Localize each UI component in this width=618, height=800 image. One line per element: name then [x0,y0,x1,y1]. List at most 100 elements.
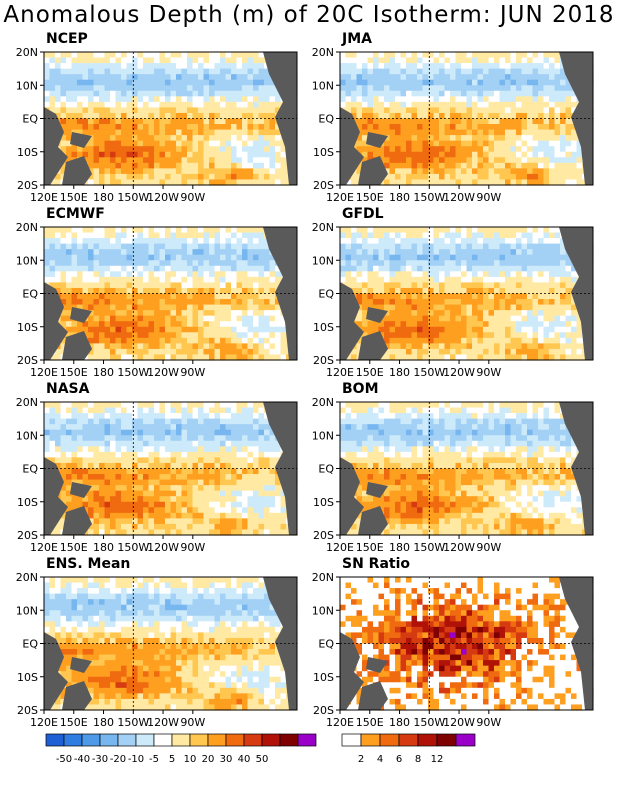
lat-tick-label: 10N [312,79,334,92]
lat-tick-label: 10S [17,146,38,159]
colorbar-swatch [153,733,173,747]
lat-tick-label: 20S [313,529,334,542]
colorbar-label: 8 [415,754,421,765]
lon-tick-label: 180 [93,716,114,729]
lon-tick-label: 150E [60,541,88,554]
lat-tick-label: EQ [318,288,334,301]
lon-tick-label: 120E [326,366,354,379]
map-panel-gfdl: 20N 10N EQ 10S 20S 120E 150E 180 150W 120W 90W GFDL [296,206,594,395]
lon-tick-label: 150W [117,541,149,554]
colorbar-label: -40 [74,754,90,765]
lon-tick-label: 120E [30,366,58,379]
lon-tick-label: 120W [147,541,179,554]
lat-tick-label: 10S [313,671,334,684]
lat-tick-label: 20N [312,396,334,409]
lat-tick-label: 10S [313,496,334,509]
colorbar-swatch [436,733,457,747]
lon-tick-label: 90W [476,541,501,554]
lon-tick-label: 150E [60,191,88,204]
colorbar-swatch [117,733,137,747]
map-panel-ecmwf: 20N 10N EQ 10S 20S 120E 150E 180 150W 120W 90W ECMW… [0,206,298,395]
lat-tick-label: 10N [16,429,38,442]
lat-tick-label: 10S [313,321,334,334]
lat-tick-label: EQ [318,638,334,651]
lon-tick-label: 120W [443,716,475,729]
colorbar-swatch [455,733,476,747]
figure-title: Anomalous Depth (m) of 20C Isotherm: JUN… [3,2,615,28]
lat-tick-label: 20S [17,179,38,192]
lon-tick-label: 150E [356,366,384,379]
lon-tick-label: 120E [30,541,58,554]
colorbar-label: 12 [431,754,444,765]
panel-title: JMA [342,31,372,47]
panel-title: NCEP [46,31,88,47]
panel-title: ECMWF [46,206,105,222]
colorbar-swatch [379,733,400,747]
lon-tick-label: 180 [93,366,114,379]
lon-tick-label: 90W [180,716,205,729]
colorbar-swatch [189,733,209,747]
lon-tick-label: 120E [30,716,58,729]
lat-tick-label: 10N [16,254,38,267]
anomaly-field [340,227,594,361]
lon-tick-label: 150E [60,366,88,379]
colorbar-swatch [243,733,263,747]
colorbar-label: 10 [184,754,197,765]
lat-tick-label: 10S [17,321,38,334]
colorbar-label: 2 [358,754,364,765]
lat-tick-label: 20S [17,529,38,542]
panel-title: BOM [342,381,379,397]
colorbar-label: 4 [377,754,383,765]
lat-tick-label: 20N [16,46,38,59]
colorbar-label: -30 [92,754,108,765]
lat-tick-label: EQ [318,113,334,126]
map-panel-sn-ratio: 20N 10N EQ 10S 20S 120E 150E 180 150W 120W 90W SN R… [296,556,594,745]
lon-tick-label: 180 [389,716,410,729]
lat-tick-label: 10S [17,671,38,684]
colorbar-swatch [261,733,281,747]
lon-tick-label: 180 [389,191,410,204]
colorbar-swatch [417,733,438,747]
lat-tick-label: 20N [16,571,38,584]
lon-tick-label: 150E [356,716,384,729]
colorbar-swatch [99,733,119,747]
lat-tick-label: 10N [16,604,38,617]
lat-tick-label: 20N [312,221,334,234]
lon-tick-label: 150E [356,191,384,204]
colorbar-label: 6 [396,754,402,765]
colorbar-swatch [45,733,65,747]
lon-tick-label: 120W [147,191,179,204]
lon-tick-label: 90W [476,366,501,379]
colorbar-label: 30 [220,754,233,765]
colorbar-swatch [63,733,83,747]
lat-tick-label: 20N [16,396,38,409]
colorbar-label: -20 [110,754,126,765]
lat-tick-label: 10S [17,496,38,509]
lat-tick-label: 20N [312,46,334,59]
sn-ratio-colorbar: 2 4 6 8 12 [341,733,476,765]
lon-tick-label: 120E [30,191,58,204]
lon-tick-label: 120W [147,716,179,729]
lon-tick-label: 120E [326,716,354,729]
lon-tick-label: 180 [389,541,410,554]
lon-tick-label: 120W [443,541,475,554]
lat-tick-label: EQ [22,113,38,126]
lon-tick-label: 150W [413,191,445,204]
anomaly-field [340,577,594,711]
lon-tick-label: 120W [443,366,475,379]
colorbar-label: 20 [202,754,215,765]
anomaly-colorbar: -50 -40 -30 -20 -10 -5 5 10 20 30 40 50 [45,733,317,765]
lat-tick-label: EQ [22,638,38,651]
colorbar-label: 50 [256,754,269,765]
lat-tick-label: 20S [17,704,38,717]
colorbar-label: -50 [56,754,72,765]
lat-tick-label: 10N [16,79,38,92]
map-panel-ncep: 20N 10N EQ 10S 20S 120E 150E 180 150W 120W 90W NCEP [0,31,298,220]
lon-tick-label: 90W [180,191,205,204]
colorbar-swatch [360,733,381,747]
colorbar-swatch [279,733,299,747]
map-panel-bom: 20N 10N EQ 10S 20S 120E 150E 180 150W 120W 90W BOM [296,381,594,570]
